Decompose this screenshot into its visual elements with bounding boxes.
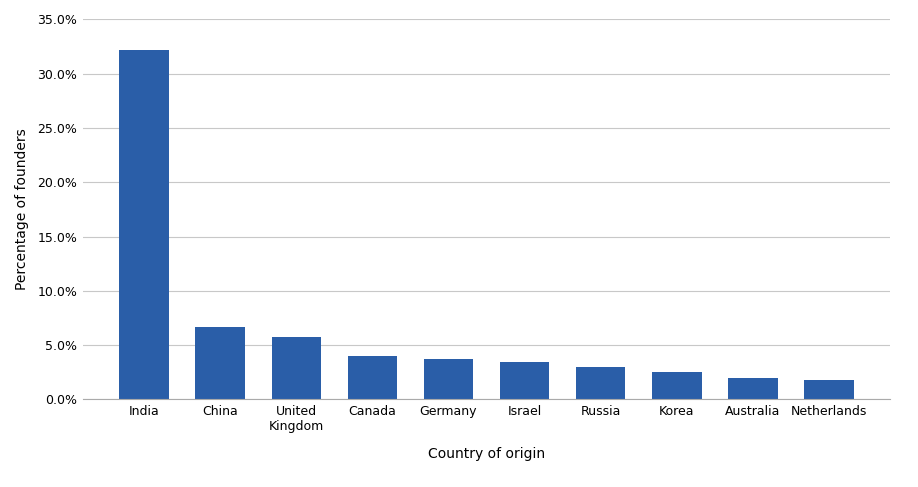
Bar bbox=[272, 337, 321, 399]
X-axis label: Country of origin: Country of origin bbox=[428, 447, 545, 461]
Y-axis label: Percentage of founders: Percentage of founders bbox=[15, 129, 28, 290]
Bar bbox=[804, 380, 854, 399]
Bar bbox=[500, 362, 549, 399]
Bar bbox=[728, 377, 778, 399]
Bar bbox=[652, 372, 701, 399]
Bar bbox=[576, 367, 625, 399]
Bar bbox=[348, 356, 397, 399]
Bar bbox=[119, 50, 169, 399]
Bar bbox=[196, 327, 245, 399]
Bar bbox=[424, 359, 473, 399]
